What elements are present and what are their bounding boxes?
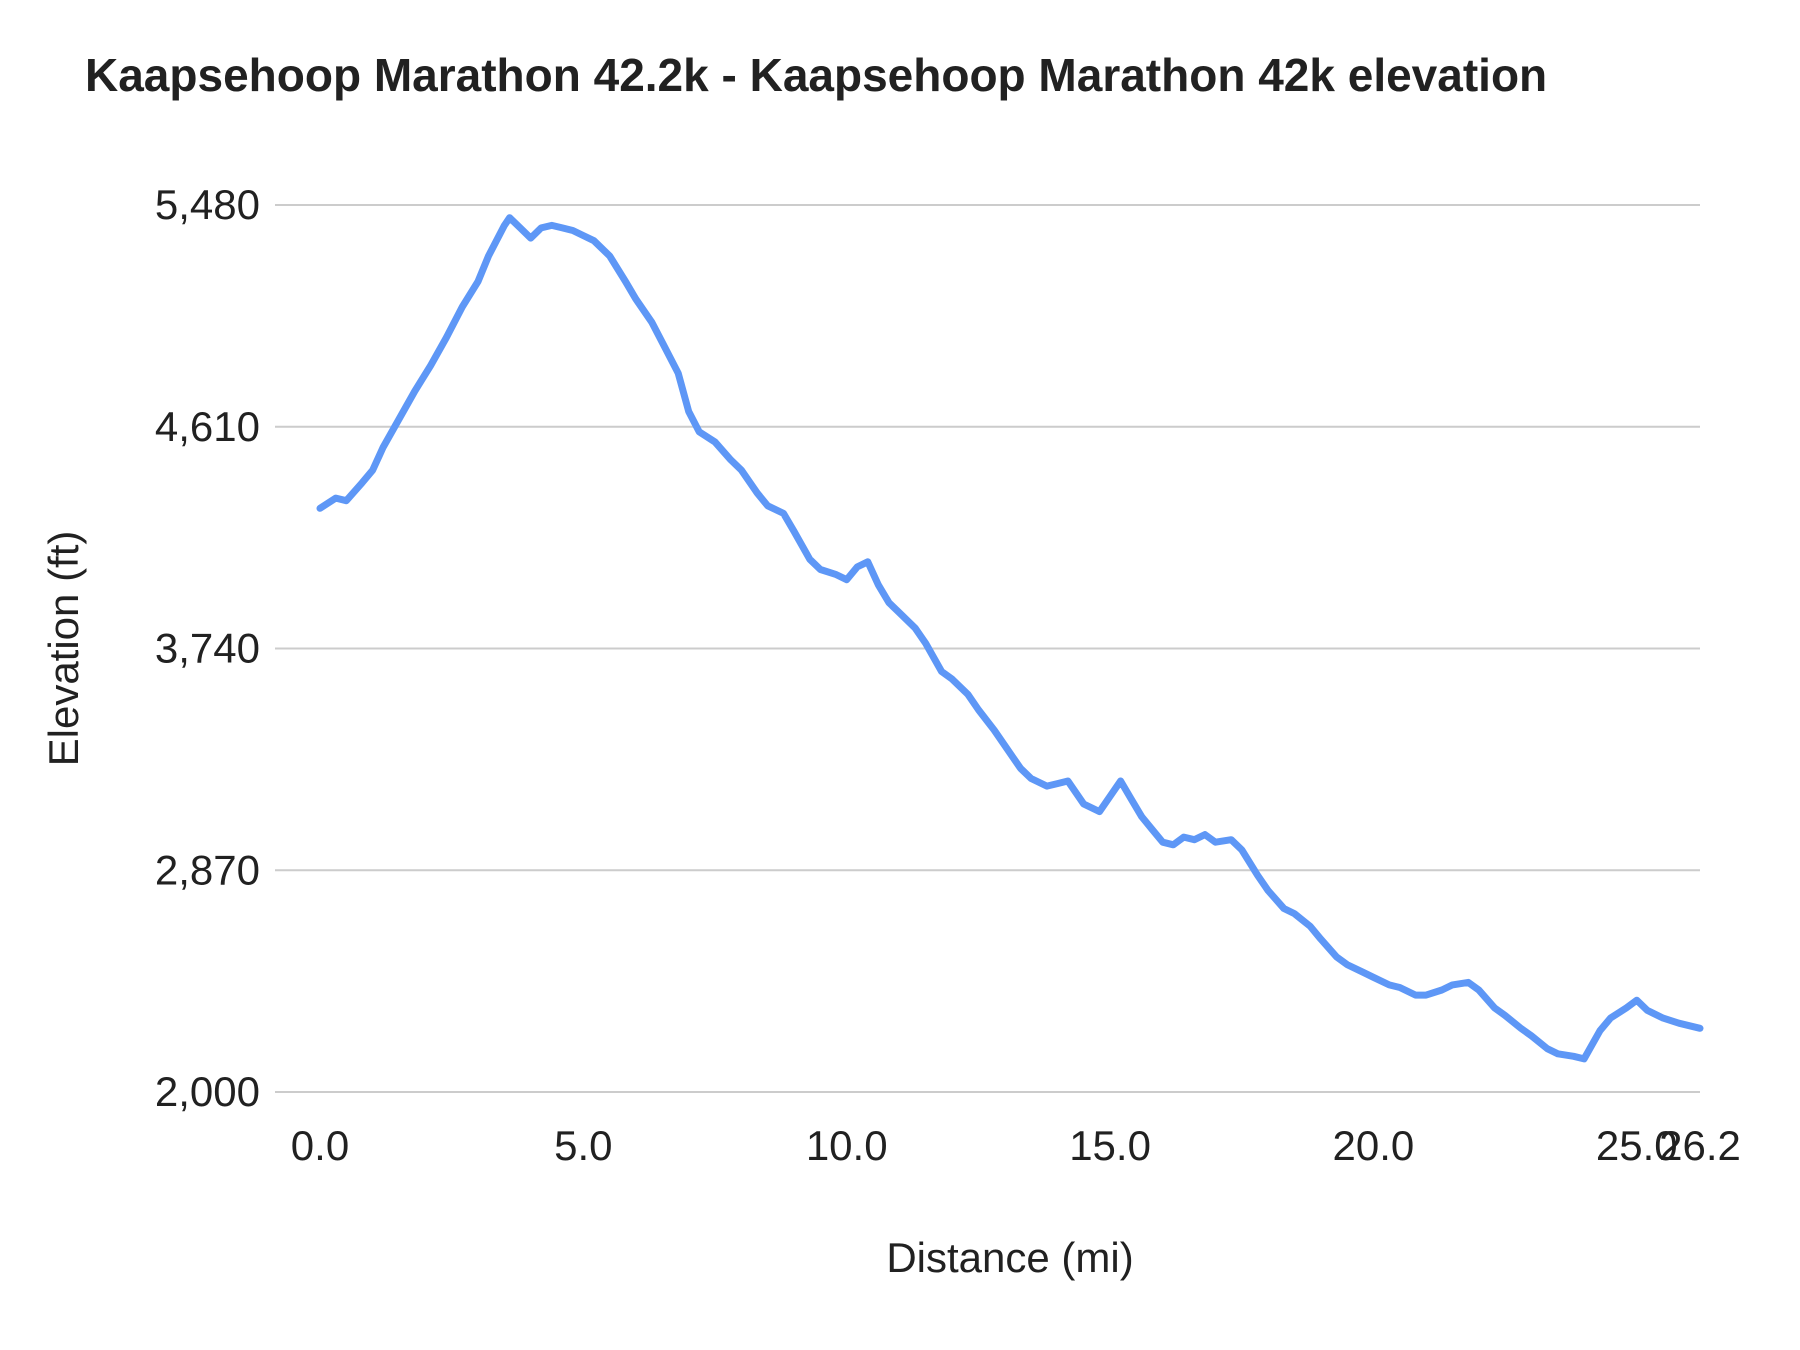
y-tick-label: 2,000 bbox=[155, 1068, 260, 1115]
x-tick-label: 15.0 bbox=[1069, 1122, 1151, 1169]
elevation-series-line bbox=[316, 214, 1704, 1063]
y-axis-title: Elevation (ft) bbox=[40, 531, 87, 767]
x-axis-title: Distance (mi) bbox=[886, 1234, 1133, 1281]
x-tick-label: 0.0 bbox=[291, 1122, 349, 1169]
x-tick-label: 26.2 bbox=[1659, 1122, 1741, 1169]
y-tick-label: 5,480 bbox=[155, 181, 260, 228]
y-tick-label: 3,740 bbox=[155, 625, 260, 672]
x-tick-label: 25.0 bbox=[1596, 1122, 1678, 1169]
chart-title: Kaapsehoop Marathon 42.2k - Kaapsehoop M… bbox=[85, 49, 1548, 101]
x-tick-label: 5.0 bbox=[554, 1122, 612, 1169]
y-tick-label: 2,870 bbox=[155, 846, 260, 893]
x-tick-label: 20.0 bbox=[1333, 1122, 1415, 1169]
y-tick-label: 4,610 bbox=[155, 403, 260, 450]
x-tick-label: 10.0 bbox=[806, 1122, 888, 1169]
